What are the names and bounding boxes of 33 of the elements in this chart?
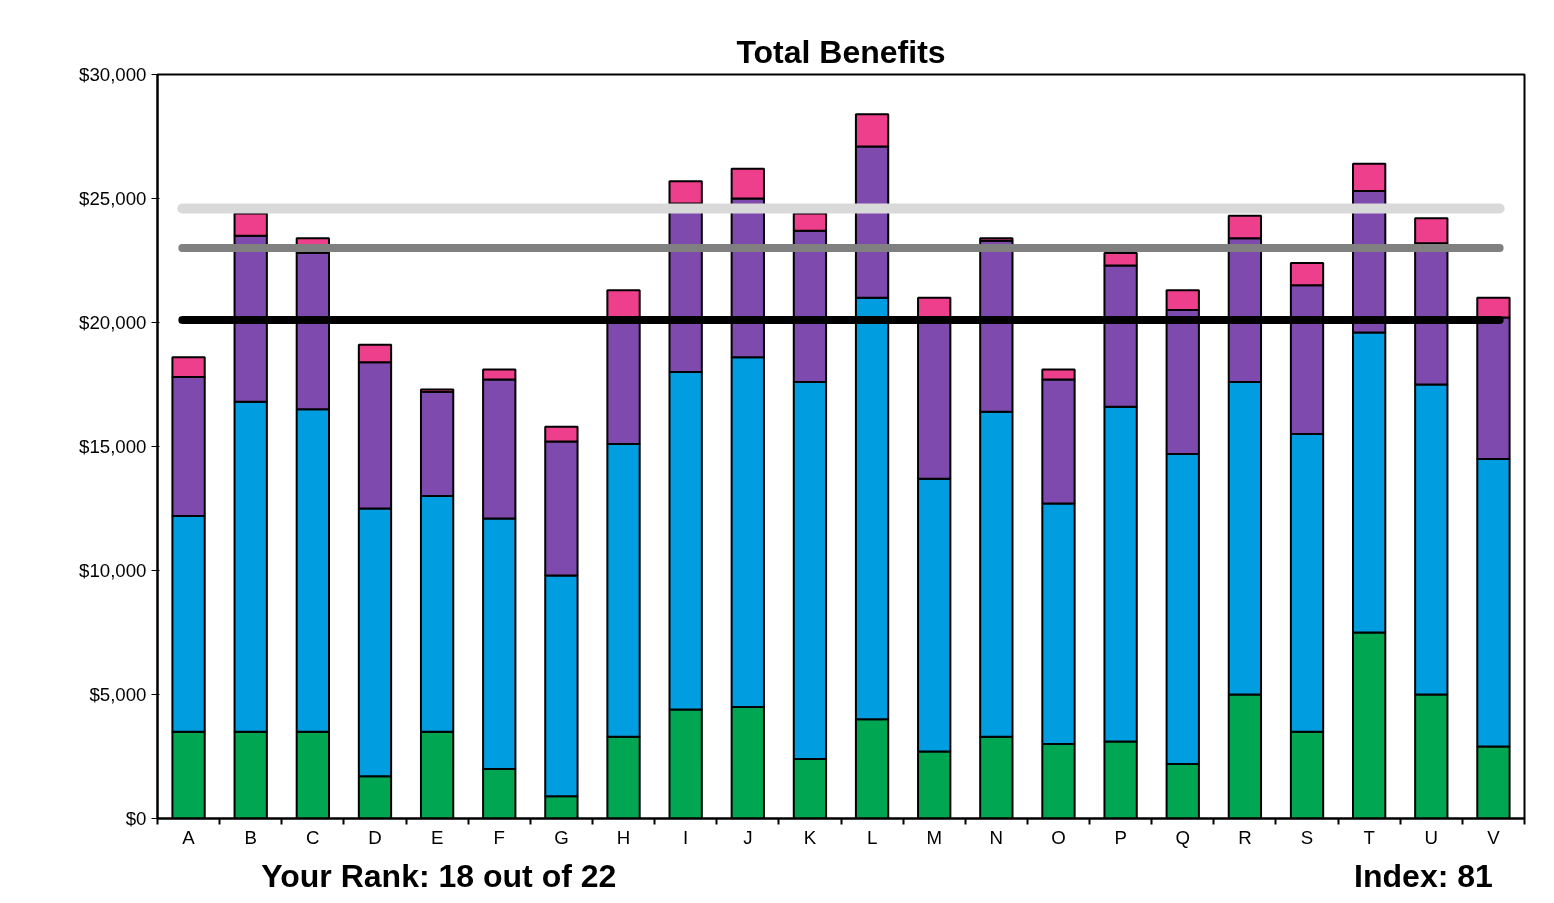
x-tick-label: T [1363,826,1375,848]
x-tick-label: G [554,826,569,848]
y-tick-label: $30,000 [79,64,147,85]
x-tick-label: R [1238,826,1252,848]
x-tick-label: S [1300,826,1314,848]
x-tick-label: D [368,826,382,848]
chart-title: Total Benefits [736,33,946,70]
x-tick-label: P [1114,826,1127,848]
x-tick-label: U [1424,826,1439,848]
x-tick-label: C [306,826,320,848]
y-tick-label: $25,000 [79,188,147,209]
x-tick-label: B [244,826,257,848]
y-tick-label: $10,000 [79,560,147,581]
text: Your Rank: 18 out of 22 [261,857,617,894]
x-tick-label: I [683,826,689,848]
x-tick-label: F [493,826,505,848]
x-tick-label: N [989,826,1004,848]
x-tick-label: Q [1175,826,1191,848]
x-tick-label: A [182,826,196,848]
bar [668,180,703,205]
y-tick-label: $15,000 [79,436,147,457]
x-tick-label: E [430,826,444,848]
x-tick-label: L [866,826,878,848]
y-tick-label: $5,000 [89,684,147,705]
y-tick-label: $0 [125,808,147,829]
x-tick-label: J [743,826,753,848]
text: Index: 81 [1354,857,1493,894]
x-tick-label: K [803,826,817,848]
x-tick-label: M [926,826,942,848]
x-tick-label: O [1051,826,1066,848]
x-tick-label: H [616,826,631,848]
x-tick-label: V [1487,826,1501,848]
y-tick-label: $20,000 [79,312,147,333]
